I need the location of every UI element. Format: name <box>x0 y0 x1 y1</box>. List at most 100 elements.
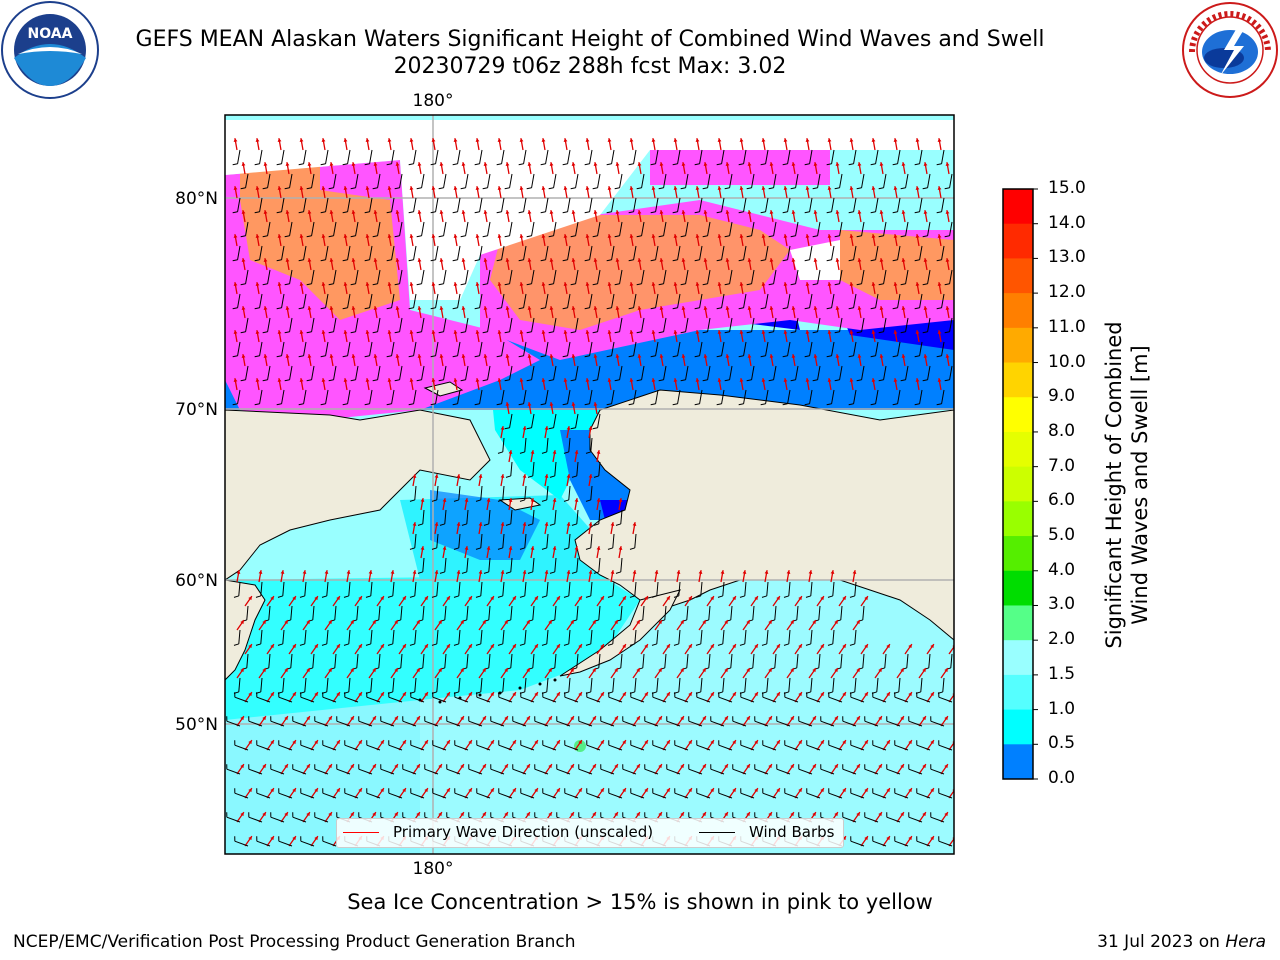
wind-barb <box>278 840 293 847</box>
wind-barb <box>498 696 513 703</box>
wind-barb <box>432 792 447 799</box>
wind-barb-flag <box>694 163 700 166</box>
wind-barb <box>347 245 351 260</box>
wave-arrowhead <box>879 258 884 262</box>
wave-arrowhead <box>284 716 288 721</box>
wave-arrowhead <box>820 692 824 697</box>
wind-barb-flag <box>438 379 444 382</box>
wave-arrowhead <box>607 378 612 382</box>
wave-arrowhead <box>263 354 268 358</box>
wind-barb <box>905 365 909 380</box>
wave-arrowhead <box>629 234 634 238</box>
wave-arrowhead <box>842 836 846 841</box>
wind-barb <box>916 840 931 847</box>
wave-arrowhead <box>791 306 796 310</box>
wind-barb-flag <box>387 643 393 646</box>
wave-arrowhead <box>930 836 934 841</box>
wind-barb <box>905 317 909 332</box>
wind-barb <box>358 768 373 775</box>
wave-arrowhead <box>241 162 246 166</box>
wind-barb-flag <box>474 163 480 166</box>
wind-barb <box>259 197 263 212</box>
wave-arrowhead <box>900 764 904 769</box>
wave-arrowhead <box>262 812 266 817</box>
wave-arrowhead <box>549 210 554 214</box>
wind-barb <box>226 816 241 823</box>
wind-barb <box>370 677 373 692</box>
wave-arrowhead <box>299 234 304 238</box>
wind-barb-flag <box>680 379 686 382</box>
wind-barb <box>322 792 337 799</box>
colorbar-tick-label: 1.5 <box>1048 663 1076 684</box>
wind-barb <box>512 768 527 775</box>
wind-barb-flag <box>497 643 503 646</box>
wind-barb-flag <box>651 595 657 598</box>
wave-arrowhead <box>500 522 505 526</box>
wind-barb <box>575 413 579 428</box>
wave-arrowhead <box>695 234 700 238</box>
wind-barb-flag <box>254 403 260 406</box>
wave-arrowhead <box>482 668 486 673</box>
wind-barb <box>281 197 285 212</box>
wave-arrowhead <box>530 546 535 550</box>
wind-barb <box>487 173 491 188</box>
wave-arrowhead <box>402 596 406 601</box>
wind-barb <box>634 629 637 644</box>
wind-barb-flag <box>549 475 555 478</box>
wind-barb-flag <box>892 403 898 406</box>
wind-barb <box>523 293 527 308</box>
wave-arrowhead <box>307 162 312 166</box>
wind-barb <box>444 509 447 524</box>
wave-arrowhead <box>790 716 794 721</box>
legend-wind-label: Wind Barbs <box>749 823 835 841</box>
wind-barb <box>248 816 263 823</box>
wind-barb <box>598 557 601 572</box>
wind-barb <box>842 816 857 823</box>
wave-arrowhead <box>849 186 854 190</box>
wind-barb <box>575 221 579 236</box>
wind-barb <box>476 696 491 703</box>
wave-arrowhead <box>541 234 546 238</box>
wave-arrowhead <box>372 812 376 817</box>
wind-barb <box>568 437 571 452</box>
wind-barb <box>677 197 681 212</box>
colorbar-segment <box>1003 570 1033 606</box>
wind-barb <box>938 744 953 751</box>
wind-barb <box>678 581 681 596</box>
wind-barb <box>333 269 337 284</box>
wind-barb <box>400 605 403 620</box>
wind-barb <box>421 221 425 236</box>
wave-arrowhead <box>241 210 246 214</box>
wind-barb-flag <box>584 163 590 166</box>
wind-barb-flag <box>299 643 305 646</box>
wind-barb <box>334 605 337 620</box>
wave-arrowhead <box>944 716 948 721</box>
wave-arrowhead <box>277 330 282 334</box>
wave-arrowhead <box>856 716 860 721</box>
wind-barb-flag <box>452 211 458 214</box>
wind-barb-flag <box>636 187 642 190</box>
wave-arrowhead <box>263 210 268 214</box>
wind-barb <box>400 653 403 668</box>
wind-barb-flag <box>276 211 282 214</box>
wave-arrowhead <box>614 716 618 721</box>
wave-arrowhead <box>651 186 656 190</box>
wind-barb <box>498 792 513 799</box>
wind-barb-flag <box>585 451 591 454</box>
wind-barb <box>685 317 689 332</box>
wind-barb <box>270 720 285 727</box>
wind-barb <box>773 317 777 332</box>
wind-barb-flag <box>629 643 635 646</box>
wind-barb <box>663 221 667 236</box>
wind-barb <box>289 365 293 380</box>
wind-barb <box>633 149 637 164</box>
wave-arrowhead <box>651 330 656 334</box>
wind-barb <box>872 840 887 847</box>
wind-barb-flag <box>518 211 524 214</box>
wind-barb-flag <box>878 331 884 334</box>
wind-barb-flag <box>827 595 833 598</box>
wind-barb <box>532 509 535 524</box>
wind-barb <box>773 365 777 380</box>
wave-arrowhead <box>717 186 722 190</box>
lon-label-bottom: 180° <box>413 859 454 879</box>
